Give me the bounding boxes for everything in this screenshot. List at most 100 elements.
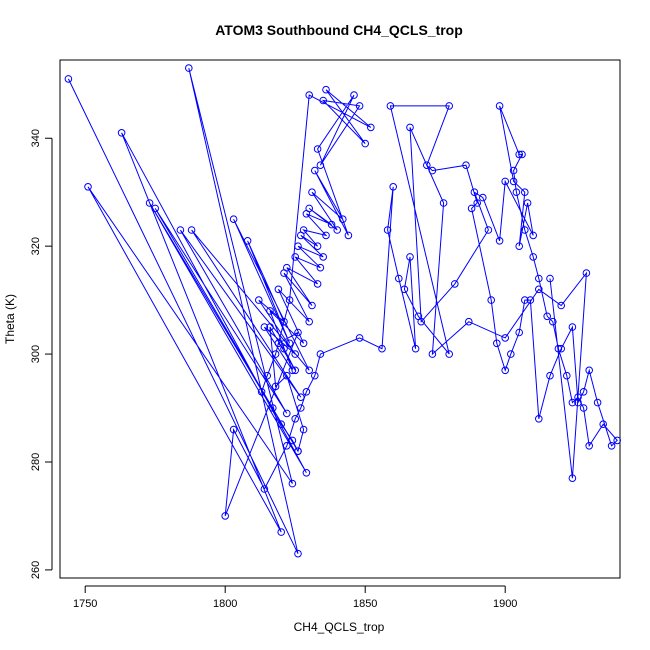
data-point — [428, 166, 437, 175]
data-point — [509, 166, 518, 175]
data-point — [316, 350, 325, 358]
data-point — [176, 226, 185, 234]
data-point — [568, 323, 577, 331]
data-point — [582, 269, 591, 277]
data-point — [333, 226, 342, 234]
data-point — [294, 242, 302, 250]
data-point — [221, 512, 229, 520]
series-line — [67, 67, 618, 554]
data-point — [518, 150, 526, 159]
x-axis-label: CH4_QCLS_trop — [294, 620, 385, 634]
data-point — [411, 344, 420, 353]
data-point — [546, 371, 554, 380]
data-point — [283, 371, 291, 380]
data-point — [294, 447, 302, 456]
data-point — [302, 469, 311, 477]
data-point — [465, 317, 473, 326]
plot-frame — [59, 59, 621, 579]
data-point — [151, 204, 159, 213]
data-point — [389, 183, 398, 191]
data-point — [297, 393, 305, 402]
data-point — [316, 161, 325, 169]
data-point — [487, 296, 496, 304]
data-point — [386, 102, 395, 110]
data-point — [339, 215, 347, 223]
data-point — [473, 199, 482, 207]
data-point — [311, 166, 319, 175]
y-tick-label: 280 — [30, 453, 42, 471]
data-point — [283, 409, 291, 418]
data-point — [462, 161, 470, 169]
data-point — [285, 339, 294, 348]
data-point — [512, 188, 521, 196]
data-point — [311, 371, 319, 380]
data-point — [229, 215, 238, 223]
data-point — [291, 415, 300, 423]
data-point — [501, 366, 510, 375]
data-point — [288, 436, 297, 445]
data-point — [423, 161, 431, 169]
data-point — [535, 415, 543, 423]
data-point — [400, 285, 409, 294]
data-point — [274, 285, 283, 294]
data-point — [285, 296, 294, 304]
data-point — [280, 344, 288, 353]
data-point — [291, 350, 300, 358]
data-point — [439, 199, 448, 207]
data-point — [313, 242, 322, 250]
data-point — [521, 188, 529, 196]
data-point — [305, 317, 314, 326]
data-point — [593, 398, 602, 407]
data-point — [283, 442, 291, 450]
data-point — [299, 226, 308, 234]
data-point — [557, 301, 566, 310]
data-point — [305, 366, 314, 375]
data-point — [579, 388, 588, 396]
data-point — [599, 420, 608, 429]
data-point — [294, 328, 302, 337]
data-point — [229, 425, 238, 434]
data-point — [305, 204, 314, 213]
data-point — [428, 350, 437, 358]
data-point — [145, 199, 154, 207]
data-point — [280, 317, 288, 326]
data-point — [383, 226, 392, 234]
data-point — [327, 220, 336, 229]
data-point — [305, 91, 314, 99]
data-point — [563, 371, 571, 380]
data-point — [568, 474, 577, 483]
data-point — [613, 436, 622, 445]
data-point — [543, 312, 552, 321]
data-point — [302, 388, 311, 396]
data-point — [243, 237, 252, 245]
data-point — [554, 344, 563, 353]
data-point — [361, 139, 370, 148]
data-point — [277, 528, 286, 536]
data-point — [585, 366, 594, 375]
data-point — [529, 253, 538, 261]
data-point — [260, 485, 269, 493]
data-point — [395, 274, 403, 283]
y-tick-label: 300 — [30, 345, 42, 363]
data-point — [283, 263, 291, 272]
data-point — [451, 280, 459, 288]
data-point — [535, 274, 543, 283]
data-point — [521, 296, 529, 304]
data-point — [319, 253, 328, 261]
data-point — [269, 404, 277, 412]
data-point — [535, 285, 543, 294]
data-point — [291, 366, 300, 375]
data-point — [355, 102, 364, 110]
data-point — [501, 177, 510, 186]
chart-title: ATOM3 Southbound CH4_QCLS_trop — [215, 22, 463, 38]
data-point — [549, 317, 557, 326]
x-tick-label: 1750 — [73, 598, 97, 610]
data-point — [406, 123, 414, 132]
data-point — [445, 350, 454, 358]
data-point — [291, 253, 300, 261]
data-point — [260, 323, 269, 331]
x-tick-label: 1800 — [213, 598, 237, 610]
data-point — [277, 420, 286, 429]
data-point — [378, 344, 386, 353]
